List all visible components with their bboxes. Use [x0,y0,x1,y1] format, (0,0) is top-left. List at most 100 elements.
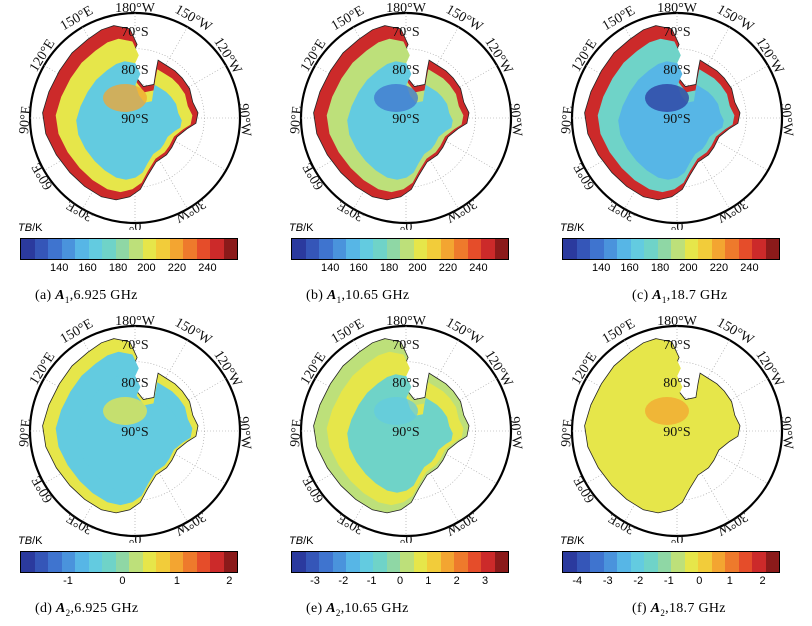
colorbar-segment [563,552,577,572]
colorbar-tick-label: 220 [167,262,187,274]
colorbar-tick-label: -2 [633,575,644,587]
colorbar [291,238,509,260]
colorbar-segment [481,552,495,572]
colorbar-segment [359,239,373,259]
colorbar-tick-label: 2 [453,575,460,587]
colorbar-segment [48,552,62,572]
colorbar-segment [576,552,590,572]
colorbar-title: TB/K [18,222,42,234]
map-label-lon180: 180°W [115,314,156,329]
map-label-lon90w: 90°W [506,103,524,138]
map-label-lon90e: 90°E [288,105,305,134]
colorbar-segment [21,552,35,572]
colorbar-segment [563,239,577,259]
colorbar-tick-label: 140 [592,262,611,274]
map-label-lon180: 180°W [657,1,698,16]
colorbar-segment [454,239,468,259]
colorbar-tick-label: -4 [572,575,583,587]
map-label-lon90w: 90°W [235,416,253,451]
colorbar-tick-label: 140 [50,262,69,274]
caption-subscript: 1 [64,294,70,305]
colorbar-ticks: 140 160 180 200 220 240 [562,262,780,276]
colorbar-segment [684,552,698,572]
caption-variable: A [327,288,337,303]
tb-anomaly-region [645,84,689,112]
colorbar-tick-label: -3 [310,575,320,587]
caption-frequency: ,10.65 GHz [340,601,409,616]
map-label-lon0: 0° [129,218,142,230]
colorbar-title: TB/K [289,535,313,547]
caption-subscript: 1 [661,294,667,305]
colorbar-segment [603,552,617,572]
colorbar-segment [467,239,481,259]
colorbar-segment [373,239,387,259]
map-label-lat70: 70°S [392,338,419,353]
map-label-lon90w: 90°W [235,103,253,138]
colorbar-segment [61,239,75,259]
colorbar-tick-label: 200 [408,262,427,274]
tb-anomaly-region [645,397,689,425]
map-label-lat90: 90°S [392,425,419,440]
colorbar-segment [494,552,508,572]
colorbar-tick-label: 240 [740,262,759,274]
colorbar-tick-label: 1 [425,575,432,587]
colorbar-tick-label: 180 [650,262,670,274]
colorbar-segment [698,552,712,572]
colorbar-title-unit: /K [32,535,43,547]
caption-frequency: ,6.925 GHz [69,288,138,303]
caption-prefix: (a) [35,288,56,303]
colorbar-tick-label: 240 [198,262,217,274]
colorbar-segment [169,552,183,572]
caption-frequency: ,6.925 GHz [70,601,139,616]
panel-caption: (f) A2,18.7 GHz [632,601,726,618]
antarctica-interior-region [76,374,182,493]
colorbar-segment [603,239,617,259]
colorbar-title-unit: /K [303,535,314,547]
colorbar-segment [88,552,102,572]
colorbar-tick-label: 0 [396,575,404,587]
colorbar-segment [657,552,671,572]
colorbar-segment [373,552,387,572]
colorbar-segment [223,239,237,259]
caption-subscript: 2 [660,607,666,618]
colorbar-segment [183,552,197,572]
map-label-lat80: 80°S [663,63,690,78]
map-label-lon90e: 90°E [17,418,34,447]
antarctica-interior-region [618,374,724,493]
colorbar-tick-label: 3 [481,575,489,587]
colorbar-segment [386,239,400,259]
panel-f: 70°S 80°S 90°S 180°W 150°E 150°W 120°E 120°W 90°… [542,313,812,626]
map-label-lon90w: 90°W [777,103,795,138]
colorbar-segment [400,552,414,572]
antarctica-interior-region [76,61,182,180]
colorbar-ticks: -4 -3 -2 -1 0 1 2 [562,575,780,589]
colorbar-title-var: TB [560,222,575,234]
map-label-lat70: 70°S [121,25,148,40]
colorbar-segment [305,552,319,572]
colorbar-segment [332,239,346,259]
colorbar-segment [319,552,333,572]
colorbar-tick-label: -2 [338,575,349,587]
colorbar-segment [305,239,319,259]
map-label-lon180: 180°W [115,1,156,16]
colorbar-segment [413,239,427,259]
map-label-lat90: 90°S [663,112,690,127]
colorbar-segment [725,239,739,259]
map-label-lon0: 0° [400,218,413,230]
colorbar-segment [440,239,454,259]
colorbar [20,238,238,260]
colorbar-title-var: TB [289,222,304,234]
colorbar-tick-label: 160 [349,262,368,274]
caption-variable: A [326,601,336,616]
map-label-lon90e: 90°E [559,418,576,447]
caption-prefix: (b) [306,288,328,303]
colorbar-ticks: -1 0 1 2 [20,575,238,589]
panel-c: 70°S 80°S 90°S 180°W 150°E 150°W 120°E 120°W 90°… [542,0,812,313]
colorbar-segment [765,552,779,572]
colorbar-title-var: TB [18,222,33,234]
colorbar-segment [142,239,156,259]
colorbar-tick-label: 180 [108,262,128,274]
colorbar-segment [156,239,170,259]
